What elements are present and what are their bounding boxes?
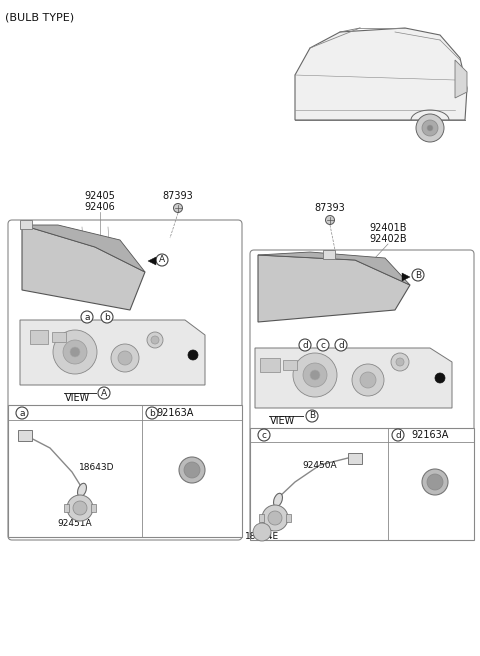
Text: VIEW: VIEW (270, 416, 295, 426)
Polygon shape (402, 273, 410, 281)
Polygon shape (258, 255, 410, 322)
Circle shape (258, 429, 270, 441)
Bar (283, 360, 297, 370)
Polygon shape (295, 28, 467, 120)
Circle shape (306, 410, 318, 422)
Circle shape (412, 269, 424, 281)
Text: 92402B: 92402B (369, 234, 407, 244)
Bar (259, 514, 264, 522)
Polygon shape (258, 252, 410, 285)
Text: 92163A: 92163A (156, 408, 194, 418)
Circle shape (422, 469, 448, 495)
Circle shape (156, 254, 168, 266)
Polygon shape (20, 320, 205, 385)
Text: A: A (159, 255, 165, 264)
Bar (250, 428, 474, 540)
Circle shape (151, 336, 159, 344)
Circle shape (146, 407, 158, 419)
Text: 92406: 92406 (84, 202, 115, 212)
Circle shape (303, 363, 327, 387)
Text: 87393: 87393 (163, 191, 193, 201)
Polygon shape (255, 348, 452, 408)
Polygon shape (22, 225, 145, 310)
Circle shape (67, 495, 93, 521)
Text: 92401B: 92401B (369, 223, 407, 233)
Text: d: d (302, 340, 308, 350)
Circle shape (317, 339, 329, 351)
Polygon shape (148, 257, 156, 265)
Polygon shape (22, 225, 145, 272)
Text: d: d (338, 340, 344, 350)
Bar (18, 430, 32, 441)
Bar (20, 220, 32, 229)
Circle shape (293, 353, 337, 397)
Text: (BULB TYPE): (BULB TYPE) (5, 12, 74, 22)
Circle shape (262, 505, 288, 531)
Text: a: a (84, 312, 90, 321)
Text: c: c (321, 340, 325, 350)
Circle shape (310, 370, 320, 380)
Circle shape (391, 353, 409, 371)
Text: B: B (415, 270, 421, 279)
Bar (286, 514, 291, 522)
Ellipse shape (274, 493, 282, 506)
Circle shape (335, 339, 347, 351)
Text: 18644E: 18644E (245, 532, 279, 541)
Ellipse shape (78, 483, 86, 497)
Circle shape (427, 125, 433, 131)
Circle shape (53, 330, 97, 374)
FancyBboxPatch shape (250, 250, 474, 540)
Text: B: B (309, 411, 315, 420)
Circle shape (16, 407, 28, 419)
Text: 92450A: 92450A (303, 461, 337, 470)
Bar (323, 250, 335, 259)
Circle shape (111, 344, 139, 372)
Circle shape (416, 114, 444, 142)
Bar (52, 332, 66, 342)
Circle shape (392, 429, 404, 441)
Circle shape (268, 511, 282, 525)
Circle shape (118, 351, 132, 365)
Text: b: b (149, 409, 155, 417)
Circle shape (63, 340, 87, 364)
Bar (348, 453, 362, 464)
Circle shape (422, 120, 438, 136)
FancyBboxPatch shape (8, 220, 242, 540)
Bar (91, 504, 96, 512)
Bar (260, 358, 280, 372)
Text: 92163A: 92163A (411, 430, 449, 440)
Bar (30, 330, 48, 344)
Circle shape (147, 332, 163, 348)
Circle shape (81, 311, 93, 323)
Circle shape (299, 339, 311, 351)
Circle shape (73, 501, 87, 515)
Circle shape (70, 347, 80, 357)
Circle shape (98, 387, 110, 399)
Text: 18643D: 18643D (79, 464, 115, 472)
Circle shape (179, 457, 205, 483)
Circle shape (427, 474, 443, 490)
Text: c: c (262, 430, 266, 440)
Text: 87393: 87393 (314, 203, 346, 213)
Text: d: d (395, 430, 401, 440)
Polygon shape (455, 60, 467, 98)
Circle shape (173, 203, 182, 213)
Text: b: b (104, 312, 110, 321)
Text: a: a (19, 409, 25, 417)
Circle shape (253, 523, 271, 541)
Circle shape (325, 216, 335, 224)
Text: 92405: 92405 (84, 191, 115, 201)
Circle shape (396, 358, 404, 366)
Text: VIEW: VIEW (65, 393, 90, 403)
Circle shape (435, 373, 445, 383)
Text: 92451A: 92451A (58, 520, 92, 529)
Text: A: A (101, 388, 107, 398)
Bar (8, 405, 242, 537)
Circle shape (360, 372, 376, 388)
Bar (64, 504, 69, 512)
Circle shape (184, 462, 200, 478)
Circle shape (352, 364, 384, 396)
Circle shape (101, 311, 113, 323)
Circle shape (188, 350, 198, 360)
